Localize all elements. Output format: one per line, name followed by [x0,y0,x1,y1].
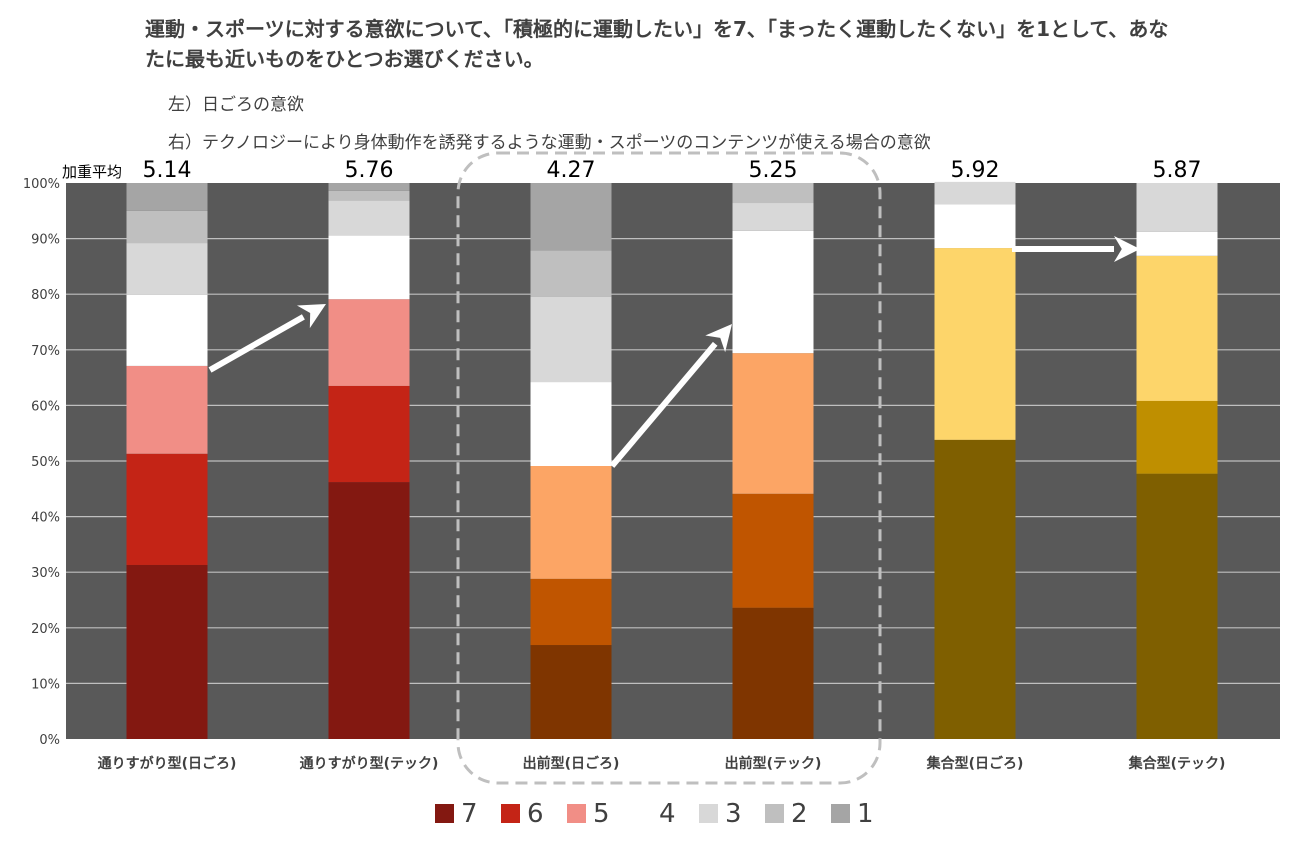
legend-label-4: 4 [659,799,676,829]
y-tick-label: 50% [31,455,60,470]
arrow-head-icon [296,304,326,329]
y-tick-label: 40% [31,511,60,526]
bar-segment-6 [126,453,208,565]
arrow-gathering [1012,236,1140,262]
legend-label-3: 3 [725,799,742,829]
arrow-head-icon [705,324,732,353]
weighted-average-label: 5.87 [1153,158,1202,183]
weighted-average-label: 4.27 [547,158,596,183]
bar-segment-4 [1136,231,1218,256]
bar-segment-4 [126,294,208,366]
legend-label-1: 1 [857,799,874,829]
bar-segment-4 [328,235,410,300]
bar-segment-6 [1136,400,1218,474]
bar-segment-5 [934,248,1016,440]
weighted-average-label: 5.25 [749,158,798,183]
bar-segment-7 [126,564,208,739]
bar-segment-1 [530,183,612,251]
arrow-head-icon [1114,236,1140,262]
question-text: 運動・スポーツに対する意欲について、「積極的に運動したい」を7、「まったく運動し… [145,17,1169,71]
legend-swatch-1 [831,804,850,823]
bar-segment-2 [530,250,612,297]
bar-segment-7 [934,439,1016,739]
bar-segment-3 [530,296,612,383]
legend-swatch-3 [699,804,718,823]
category-label: 通りすがり型(テック) [300,755,439,772]
y-tick-label: 0% [39,733,60,748]
bar-segment-5 [126,365,208,454]
category-label: 集合型(テック) [1128,755,1226,772]
note-right: 右）テクノロジーにより身体動作を誘発するような運動・スポーツのコンテンツが使える… [168,133,931,153]
category-label: 出前型(テック) [725,755,822,772]
group-highlight-box [456,151,882,785]
category-label: 通りすがり型(日ごろ) [98,755,237,772]
y-tick-label: 80% [31,288,60,303]
bar-segment-4 [530,382,612,467]
y-tick-label: 60% [31,399,60,414]
bar-segment-4 [934,204,1016,249]
y-tick-label: 70% [31,344,60,359]
legend-label-5: 5 [593,799,610,829]
y-tick-label: 20% [31,622,60,637]
note-left: 左）日ごろの意欲 [168,95,304,115]
bar-segment-3 [934,181,1016,205]
legend-label-7: 7 [461,799,478,829]
bar-segment-7 [328,482,410,739]
bar-segment-5 [1136,255,1218,401]
bar-segment-3 [328,200,410,236]
bar-segment-6 [328,385,410,483]
weighted-average-label: 5.76 [345,158,394,183]
bar-segment-5 [328,299,410,386]
legend-swatch-7 [435,804,454,823]
bar-segment-7 [1136,473,1218,739]
legend-label-6: 6 [527,799,544,829]
legend-swatch-5 [567,804,586,823]
weighted-average-title: 加重平均 [62,163,122,181]
arrow-shaft [609,341,718,468]
y-tick-label: 90% [31,233,60,248]
category-label: 出前型(日ごろ) [523,755,620,772]
bar-segment-1 [328,183,410,191]
bar-segment-6 [530,578,612,646]
weighted-average-label: 5.92 [951,158,1000,183]
bar-segment-3 [1136,183,1218,232]
bar-segment-1 [126,183,208,211]
bar-segment-3 [732,203,814,231]
bar-segment-2 [328,190,410,201]
bar-segment-3 [126,243,208,295]
legend-swatch-6 [501,804,520,823]
category-label: 集合型(日ごろ) [926,755,1024,772]
bar-segment-7 [732,607,814,739]
legend-swatch-2 [765,804,784,823]
y-tick-label: 30% [31,566,60,581]
weighted-average-label: 5.14 [143,158,192,183]
bar-segment-4 [732,230,814,354]
bar-segment-2 [732,183,814,204]
arrow-delivery [609,324,732,468]
bar-segment-2 [126,210,208,244]
bar-segment-5 [732,353,814,494]
bar-segment-6 [732,493,814,608]
y-tick-label: 100% [23,177,60,192]
arrow-shaft [208,314,305,373]
arrow-passerby [208,304,326,373]
y-tick-label: 10% [31,677,60,692]
bar-segment-7 [530,645,612,739]
bar-segment-5 [530,466,612,579]
legend-label-2: 2 [791,799,808,829]
